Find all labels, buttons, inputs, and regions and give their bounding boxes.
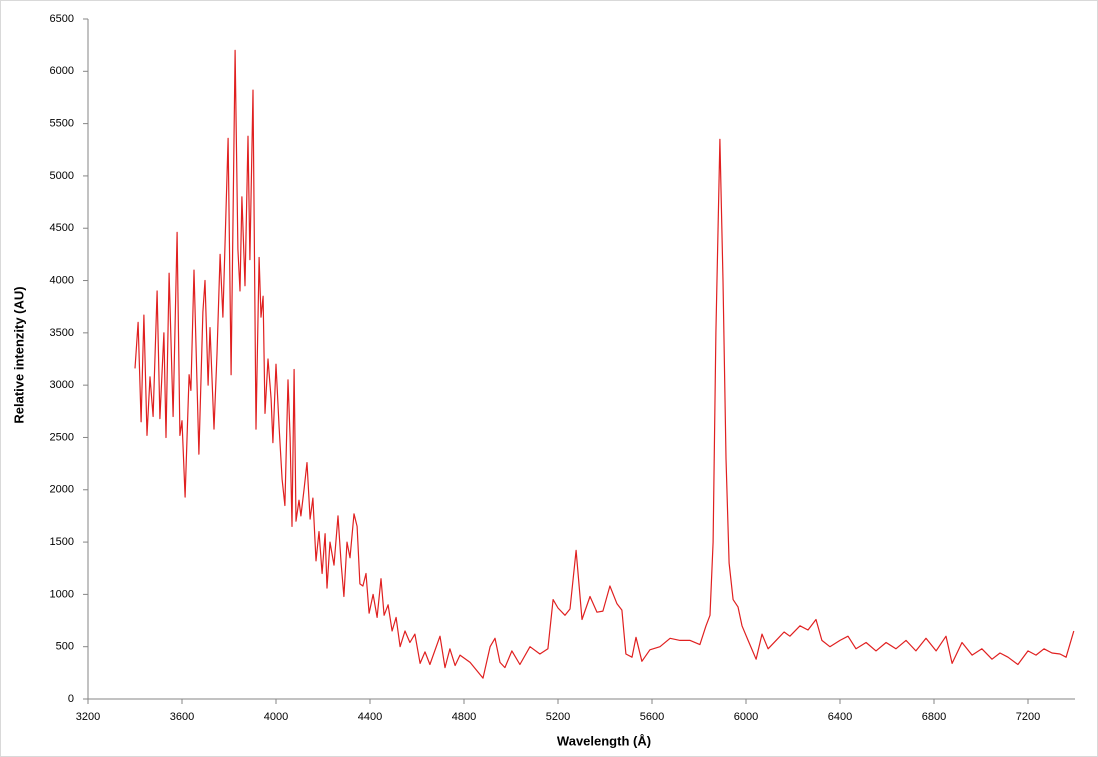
y-tick-label: 1000 (50, 588, 74, 600)
y-tick-label: 5000 (50, 170, 74, 182)
y-tick-label: 4000 (50, 274, 74, 286)
x-tick-label: 4800 (452, 711, 476, 723)
y-tick-label: 4500 (50, 222, 74, 234)
x-axis-label: Wavelength (Å) (557, 733, 651, 748)
x-tick-label: 3600 (170, 711, 194, 723)
x-tick-label: 3200 (76, 711, 100, 723)
y-tick-label: 5500 (50, 118, 74, 130)
y-tick-label: 6000 (50, 65, 74, 77)
x-tick-label: 5200 (546, 711, 570, 723)
x-tick-label: 6000 (734, 711, 758, 723)
x-tick-label: 6800 (922, 711, 946, 723)
x-tick-label: 6400 (828, 711, 852, 723)
x-tick-label: 7200 (1016, 711, 1040, 723)
x-tick-label: 4000 (264, 711, 288, 723)
y-axis-label: Relative intenzity (AU) (11, 286, 26, 423)
y-tick-label: 6500 (50, 13, 74, 25)
x-tick-label: 5600 (640, 711, 664, 723)
x-tick-label: 4400 (358, 711, 382, 723)
y-tick-label: 2500 (50, 431, 74, 443)
y-tick-label: 500 (56, 641, 74, 653)
y-tick-label: 0 (68, 693, 74, 705)
y-tick-label: 3500 (50, 327, 74, 339)
y-tick-label: 2000 (50, 484, 74, 496)
spectrum-line (134, 49, 1075, 679)
y-tick-label: 3000 (50, 379, 74, 391)
y-tick-label: 1500 (50, 536, 74, 548)
